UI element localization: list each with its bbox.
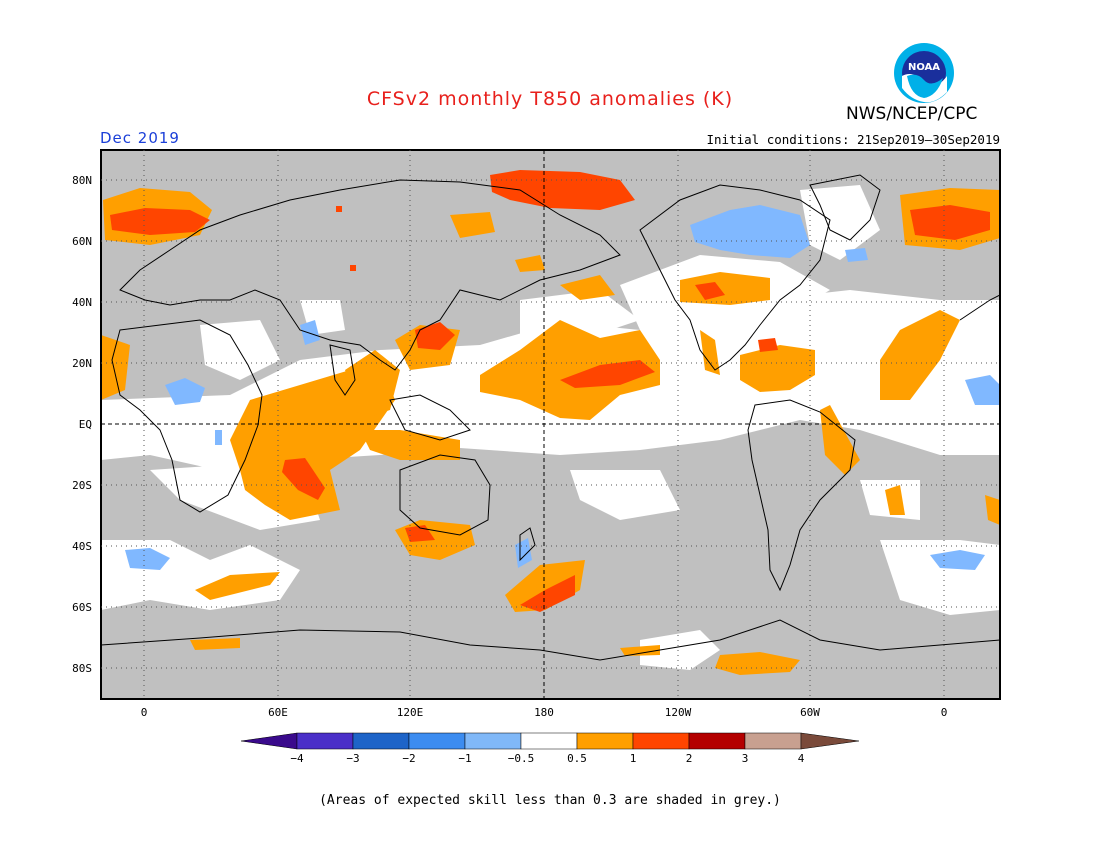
lat-label-60s: 60S bbox=[72, 601, 92, 614]
colorbar-segment bbox=[744, 732, 802, 750]
initial-conditions: Initial conditions: 21Sep2019–30Sep2019 bbox=[706, 132, 1001, 147]
lon-label-180: 180 bbox=[534, 706, 554, 719]
lat-label-20s: 20S bbox=[72, 479, 92, 492]
lat-label-60n: 60N bbox=[72, 235, 92, 248]
map-title: CFSv2 monthly T850 anomalies (K) bbox=[366, 88, 734, 110]
colorbar-label: −0.5 bbox=[507, 752, 535, 765]
lat-label-40n: 40N bbox=[72, 296, 92, 309]
lat-label-80n: 80N bbox=[72, 174, 92, 187]
lon-label-120e: 120E bbox=[396, 706, 424, 719]
colorbar-segment bbox=[688, 732, 746, 750]
lon-label-0-left: 0 bbox=[140, 706, 148, 719]
equator-dateline bbox=[101, 150, 1000, 699]
colorbar-label: 0.5 bbox=[567, 752, 587, 765]
colorbar-label: −4 bbox=[290, 752, 304, 765]
lat-label-20n: 20N bbox=[72, 357, 92, 370]
colorbar-segment bbox=[296, 732, 354, 750]
lat-label-40s: 40S bbox=[72, 540, 92, 553]
colorbar-label: −1 bbox=[458, 752, 472, 765]
lat-label-80s: 80S bbox=[72, 662, 92, 675]
coastlines bbox=[101, 174, 1000, 661]
colorbar-segment bbox=[576, 732, 634, 750]
colorbar-segment bbox=[632, 732, 690, 750]
colorbar-low-arrow bbox=[240, 732, 298, 750]
agency-label: NWS/NCEP/CPC bbox=[846, 104, 978, 124]
colorbar-high-arrow bbox=[800, 732, 860, 750]
lat-label-eq: EQ bbox=[78, 418, 92, 431]
logo-text: NOAA bbox=[908, 62, 940, 73]
noaa-logo: NOAA bbox=[893, 42, 955, 104]
colorbar-segment bbox=[352, 732, 410, 750]
colorbar-label: 2 bbox=[685, 752, 693, 765]
colorbar-label: −3 bbox=[346, 752, 360, 765]
colorbar-segment bbox=[464, 732, 522, 750]
lon-label-120w: 120W bbox=[664, 706, 692, 719]
valid-month: Dec 2019 bbox=[100, 129, 180, 147]
lon-label-0-right: 0 bbox=[940, 706, 948, 719]
skill-footnote: (Areas of expected skill less than 0.3 a… bbox=[319, 793, 781, 808]
colorbar-label: 4 bbox=[797, 752, 805, 765]
colorbar-segment bbox=[408, 732, 466, 750]
colorbar-label: −2 bbox=[402, 752, 416, 765]
colorbar-label: 3 bbox=[741, 752, 749, 765]
colorbar-label: 1 bbox=[629, 752, 637, 765]
colorbar-segment bbox=[520, 732, 578, 750]
anomaly-neg-0-5-to-neg-1 bbox=[125, 205, 1000, 570]
lon-label-60w: 60W bbox=[800, 706, 820, 719]
lon-label-60e: 60E bbox=[268, 706, 288, 719]
